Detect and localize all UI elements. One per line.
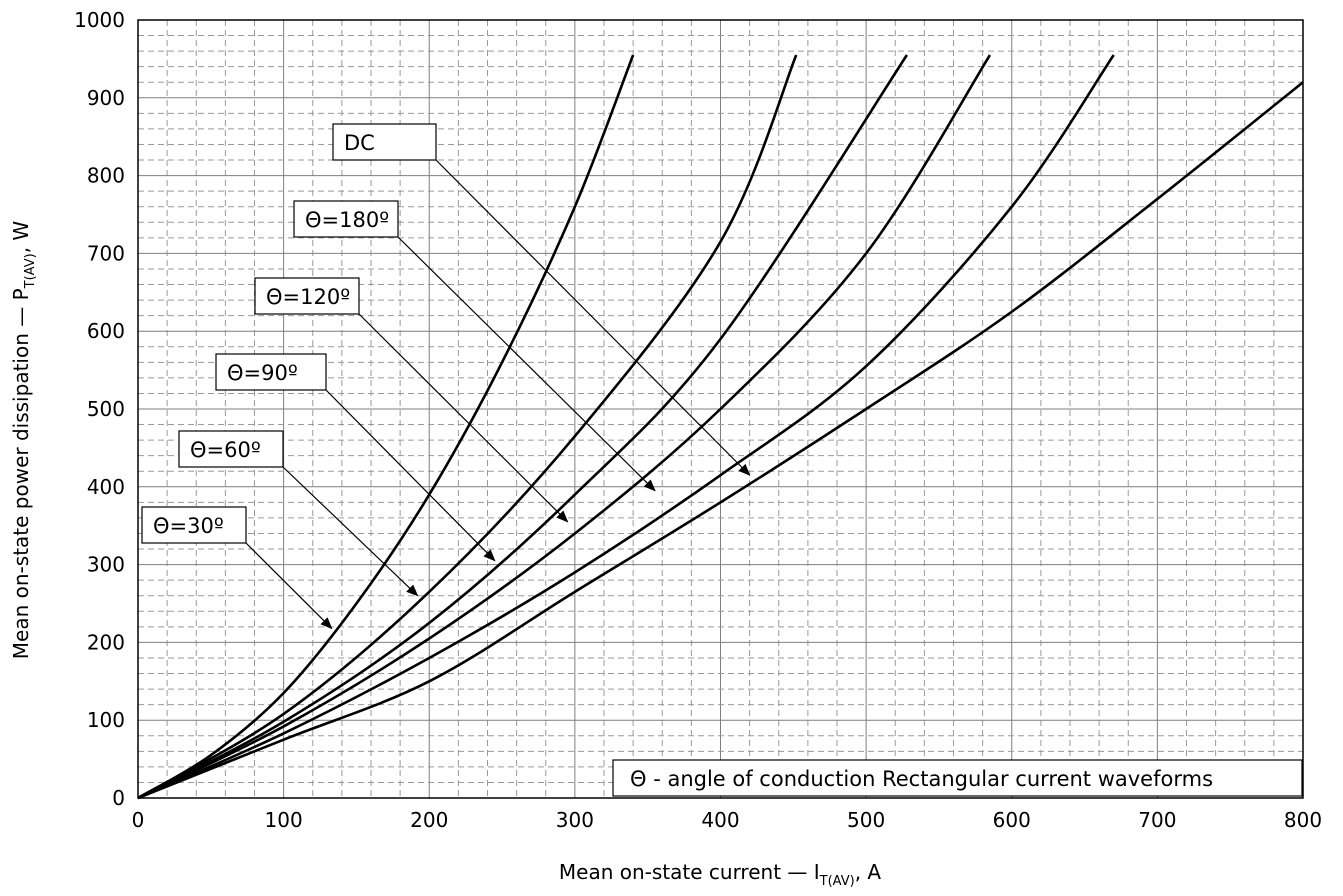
x-tick-label: 600 xyxy=(993,808,1031,832)
y-tick-label: 700 xyxy=(87,241,125,265)
x-tick-label: 0 xyxy=(132,808,145,832)
y-tick-label: 800 xyxy=(87,164,125,188)
y-tick-label: 900 xyxy=(87,86,125,110)
series-label: Θ=90º xyxy=(227,361,298,385)
note-box: Θ - angle of conduction Rectangular curr… xyxy=(612,759,1303,797)
leader-arrow xyxy=(282,466,419,597)
x-tick-label: 400 xyxy=(701,808,739,832)
y-axis-label-unit: , W xyxy=(9,221,33,254)
leader-arrow xyxy=(435,159,751,476)
y-tick-label: 100 xyxy=(87,708,125,732)
y-tick-label: 200 xyxy=(87,630,125,654)
x-tick-labels: 0 100 200 300 400 500 600 700 800 xyxy=(132,808,1322,832)
plot-frame xyxy=(137,19,1304,799)
x-tick-label: 700 xyxy=(1138,808,1176,832)
series-label-box xyxy=(254,277,360,315)
leader-arrow xyxy=(358,313,569,523)
note-text: Θ - angle of conduction Rectangular curr… xyxy=(630,767,1213,791)
x-axis-label: Mean on-state current — IT(AV), A xyxy=(559,860,882,889)
series-line xyxy=(137,54,908,800)
y-tick-labels: 0 100 200 300 400 500 600 700 800 900 1000 xyxy=(74,8,125,810)
leader-arrow xyxy=(325,389,496,562)
x-axis-label-subscript: T(AV) xyxy=(819,874,855,889)
series-label: Θ=120º xyxy=(266,285,350,309)
series-label: Θ=180º xyxy=(305,208,389,232)
x-tick-label: 500 xyxy=(847,808,885,832)
series-line xyxy=(137,81,1304,800)
series-label: DC xyxy=(344,131,375,155)
x-tick-label: 200 xyxy=(410,808,448,832)
series-line xyxy=(137,54,992,800)
y-axis-label-subscript: T(AV) xyxy=(23,253,38,289)
x-tick-label: 100 xyxy=(265,808,303,832)
series-line xyxy=(137,54,635,800)
x-tick-label: 800 xyxy=(1284,808,1322,832)
y-tick-label: 600 xyxy=(87,319,125,343)
y-tick-label: 0 xyxy=(112,786,125,810)
leader-arrow xyxy=(245,542,333,630)
y-tick-label: 400 xyxy=(87,475,125,499)
series-label-box xyxy=(293,200,399,238)
leader-arrow xyxy=(397,236,656,492)
series-curves xyxy=(137,54,1304,800)
series-label-box xyxy=(178,430,284,468)
x-axis-label-unit: , A xyxy=(855,860,882,884)
y-axis-label: Mean on-state power dissipation — PT(AV)… xyxy=(9,221,38,660)
series-label-box xyxy=(141,506,247,544)
label-leaders: DC Θ=180º Θ=120º Θ=90º Θ=60º Θ=30º xyxy=(141,123,751,630)
series-label-box xyxy=(215,353,327,391)
series-label: Θ=30º xyxy=(153,514,224,538)
series-line xyxy=(137,54,1115,800)
series-line xyxy=(137,54,798,800)
y-tick-label: 500 xyxy=(87,397,125,421)
y-tick-label: 300 xyxy=(87,553,125,577)
series-label: Θ=60º xyxy=(190,438,261,462)
x-tick-label: 300 xyxy=(556,808,594,832)
y-axis-label-main: Mean on-state power dissipation — P xyxy=(9,288,33,659)
series-label-box xyxy=(332,123,437,161)
y-tick-label: 1000 xyxy=(74,8,125,32)
x-axis-label-main: Mean on-state current — I xyxy=(559,860,820,884)
